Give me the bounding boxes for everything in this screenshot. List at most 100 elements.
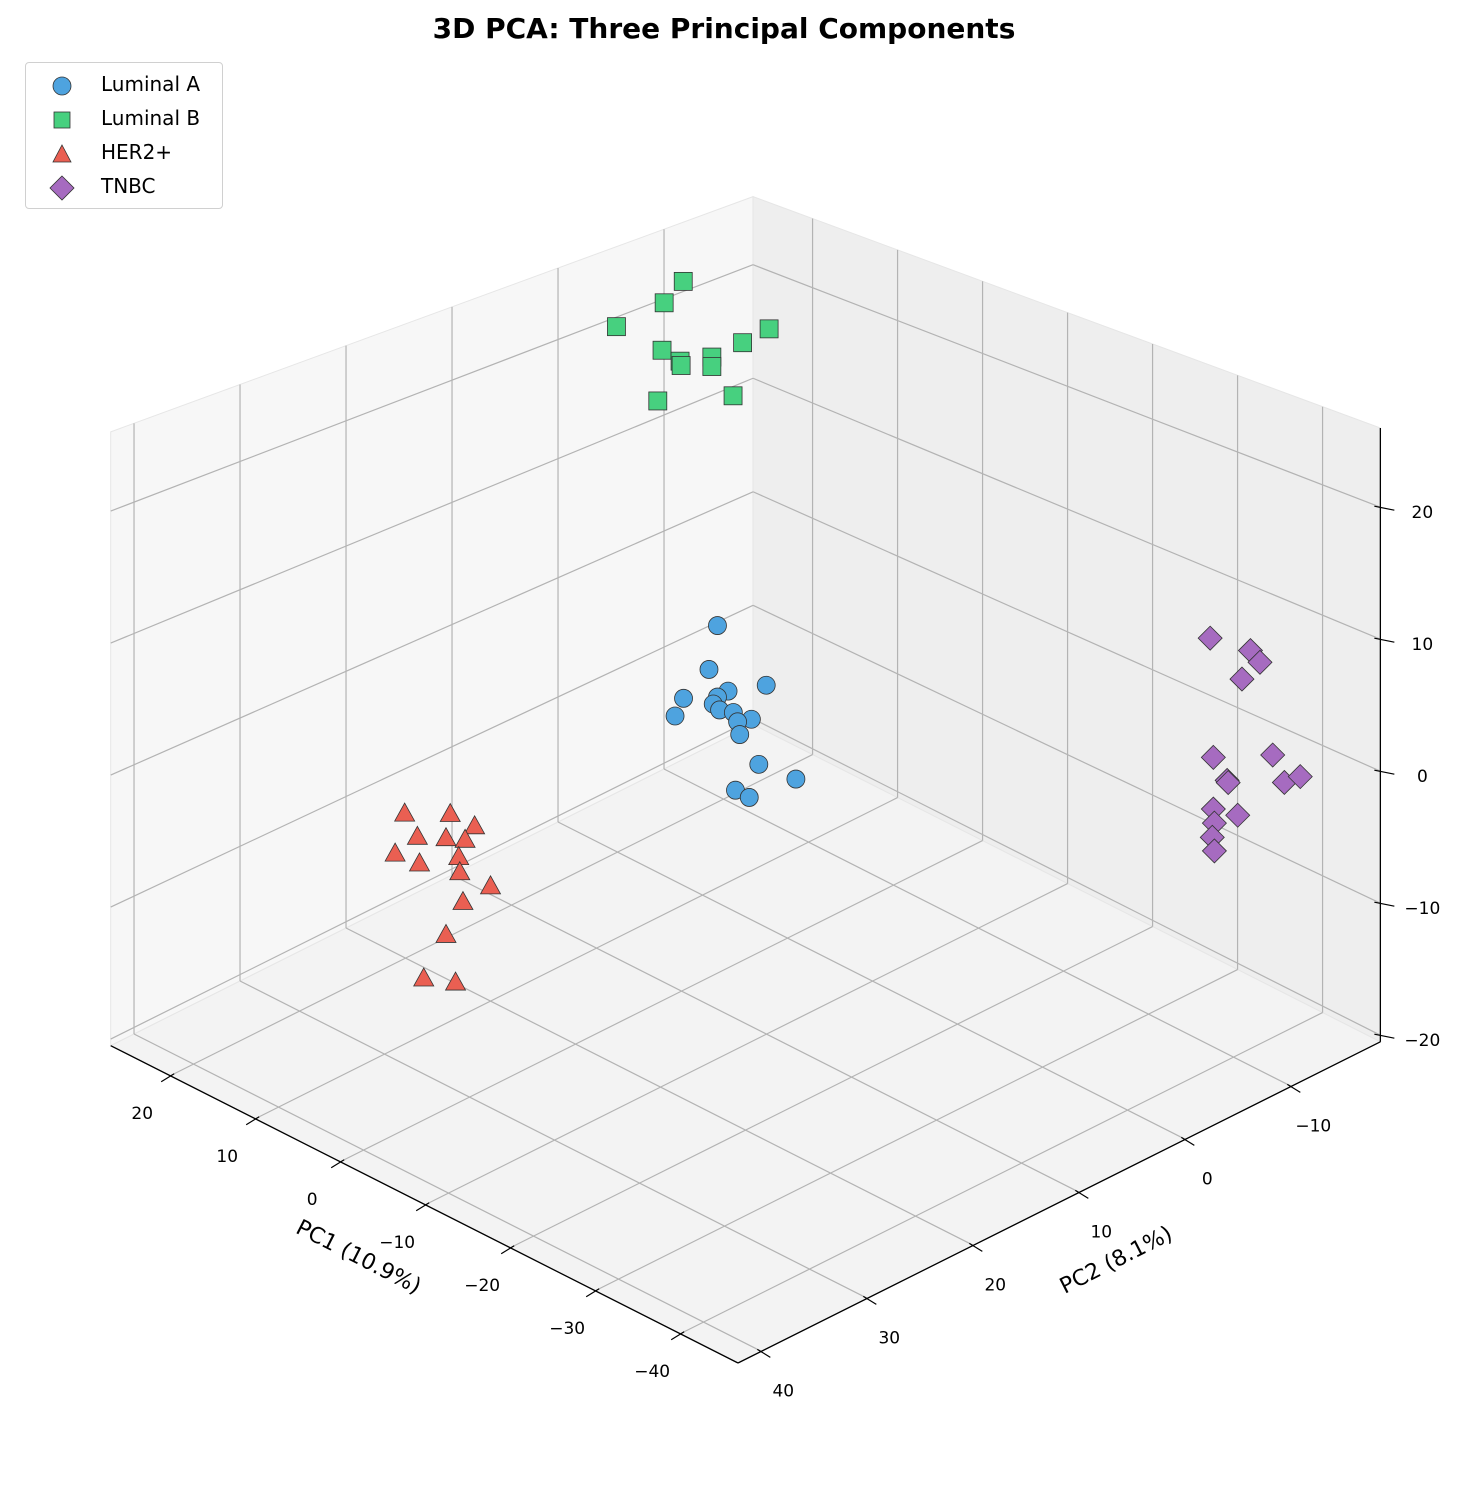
legend-label: HER2+ [101, 140, 173, 164]
chart-title: 3D PCA: Three Principal Components [432, 12, 1016, 45]
legend-label: TNBC [101, 174, 156, 198]
z-tick-label: −10 [1404, 899, 1440, 919]
gridline-x [679, 1012, 1323, 1335]
gridline-z [752, 718, 1381, 1036]
y-axis-line [737, 1041, 1381, 1364]
gridline-z [752, 377, 1381, 640]
legend: Luminal A Luminal B HER2+ TNBC [25, 62, 223, 209]
z-tick-label: 10 [1412, 635, 1434, 655]
y-tick-label: −10 [1295, 1116, 1331, 1136]
data-point-diamond [1287, 764, 1313, 790]
y-tick-label: 40 [772, 1381, 794, 1401]
data-point-circle [674, 688, 693, 708]
y-tick [1075, 1189, 1089, 1199]
gridline-y [239, 980, 868, 1299]
x-tick-label: 10 [216, 1147, 238, 1167]
gridline-x [509, 926, 1153, 1249]
data-point-triangle [439, 802, 461, 822]
gridline-z [110, 377, 754, 644]
data-point-triangle [384, 842, 406, 862]
x-tick-label: 20 [131, 1104, 153, 1124]
gridline-y [133, 1033, 762, 1352]
gridline-z [752, 491, 1381, 772]
gridline-z [752, 264, 1381, 508]
data-point-triangle [393, 802, 416, 822]
data-point-circle [756, 675, 776, 695]
circle-marker-icon [52, 76, 72, 96]
z-tick [1374, 637, 1395, 643]
y-tick-label: 30 [878, 1328, 900, 1348]
data-point-square [673, 271, 693, 291]
y-tick-label: 0 [1202, 1169, 1213, 1189]
gridline-z [110, 491, 754, 776]
data-point-triangle [408, 852, 431, 872]
data-point-triangle [449, 860, 471, 881]
y-tick [757, 1348, 771, 1358]
x-tick-label: −40 [634, 1362, 670, 1382]
x-tick-label: 0 [307, 1190, 318, 1210]
data-point-circle [749, 754, 769, 774]
y-tick [863, 1295, 877, 1305]
x-tick [160, 1073, 175, 1083]
gridline-y [663, 768, 1292, 1087]
data-point-circle [708, 616, 727, 635]
gridline-x [594, 969, 1238, 1292]
data-point-diamond [1197, 625, 1223, 651]
x-tick [330, 1159, 345, 1169]
data-point-square [702, 357, 722, 376]
x-tick-label: −30 [549, 1319, 585, 1339]
z-tick [1374, 901, 1395, 907]
data-point-square [652, 340, 672, 360]
z-tick [1374, 505, 1395, 511]
x-tick [500, 1245, 515, 1255]
data-point-triangle [454, 828, 476, 848]
y-tick [1181, 1136, 1195, 1146]
data-point-circle [739, 788, 759, 807]
data-point-diamond [1225, 802, 1251, 828]
y-tick [969, 1242, 983, 1252]
x-axis-line [110, 1045, 739, 1364]
square-marker-icon [53, 111, 71, 129]
gridline-z [110, 604, 754, 908]
data-point-triangle [413, 967, 435, 987]
triangle-marker-icon [52, 144, 72, 163]
x-tick [585, 1288, 600, 1298]
legend-item-tnbc: TNBC [26, 172, 222, 202]
legend-label: Luminal A [101, 72, 201, 96]
gridline-y [451, 874, 1080, 1193]
gridline-x [424, 883, 1068, 1206]
z-tick [1374, 769, 1395, 775]
data-point-square [648, 391, 668, 411]
data-point-triangle [406, 825, 429, 845]
data-point-diamond [1201, 838, 1227, 864]
data-point-square [733, 333, 752, 353]
data-point-diamond [1260, 742, 1286, 768]
legend-item-luminal-b: Luminal B [26, 104, 222, 134]
data-point-diamond [1200, 744, 1226, 770]
data-point-diamond [1215, 770, 1241, 796]
gridline-z [110, 264, 754, 512]
data-point-square [654, 293, 674, 313]
data-point-triangle [452, 890, 474, 910]
data-point-triangle [444, 971, 467, 991]
diamond-marker-icon [49, 175, 75, 201]
legend-item-her2: HER2+ [26, 138, 222, 168]
legend-label: Luminal B [101, 106, 201, 130]
gridline-x [169, 754, 813, 1077]
data-point-square [607, 317, 626, 337]
data-point-diamond [1247, 649, 1273, 675]
data-point-circle [730, 725, 750, 744]
x-tick-label: −10 [379, 1233, 415, 1253]
data-point-square [759, 319, 779, 339]
data-point-triangle [479, 875, 502, 895]
gridline-y [557, 821, 1186, 1140]
z-tick [1374, 1033, 1395, 1039]
x-tick [670, 1331, 685, 1341]
x-tick [245, 1116, 260, 1126]
gridline-x [254, 797, 898, 1120]
gridline-x [339, 840, 983, 1163]
data-point-diamond [1229, 666, 1255, 692]
y-tick [1287, 1083, 1301, 1093]
data-point-triangle [435, 826, 457, 847]
